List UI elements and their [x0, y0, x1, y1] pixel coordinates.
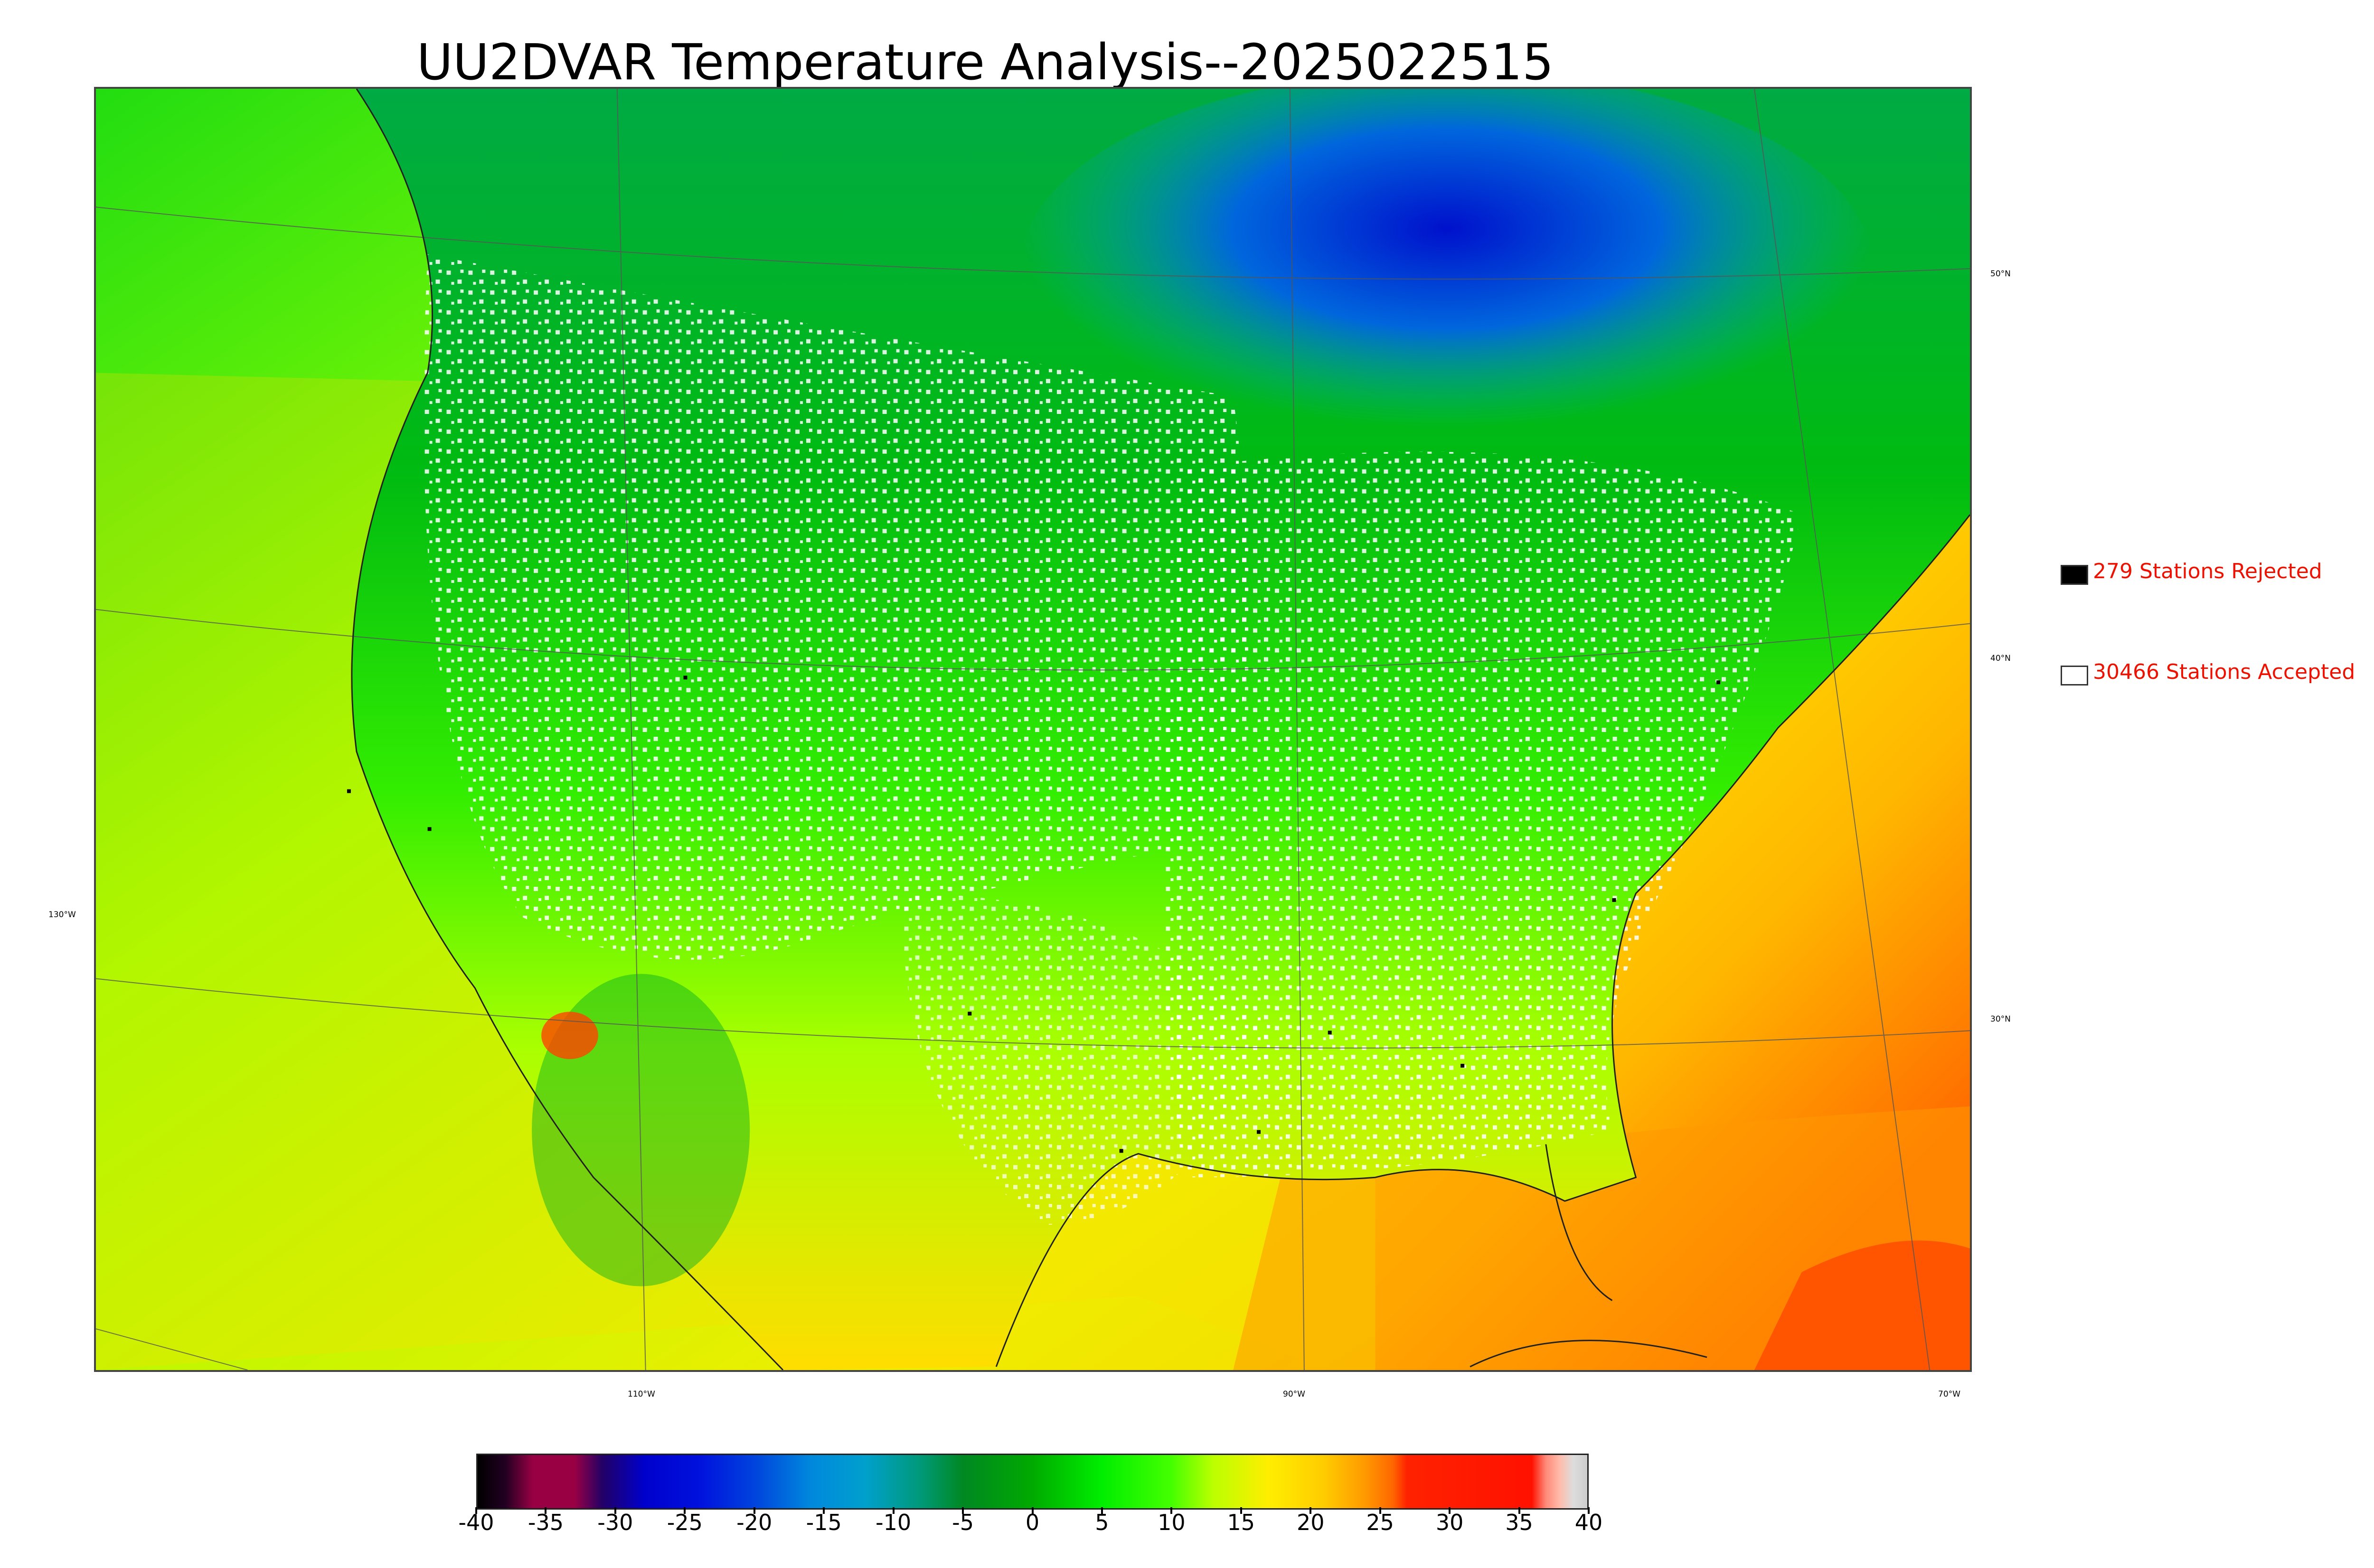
- colorbar-tick-label: 15: [1227, 1510, 1255, 1535]
- accepted-stations: [424, 254, 1249, 960]
- colorbar-tick: [823, 1507, 825, 1514]
- colorbar-tick: [1379, 1507, 1381, 1514]
- cold-air-region: [1020, 89, 1873, 468]
- colorbar-tick: [1240, 1507, 1242, 1514]
- longitude-label-130w: 130°W: [48, 910, 76, 920]
- graticule: [96, 89, 1970, 1370]
- colorbar-tick-label: 10: [1158, 1510, 1186, 1535]
- colorbar-tick: [1588, 1507, 1590, 1514]
- colorbar-tick: [962, 1507, 964, 1514]
- longitude-label-90w: 90°W: [1283, 1390, 1305, 1399]
- rejected-swatch: [2061, 565, 2088, 585]
- colorbar-tick: [475, 1507, 477, 1514]
- latitude-label-40n: 40°N: [1990, 654, 2011, 663]
- gulf-warm-water: [1233, 1106, 1970, 1370]
- colorbar-tick: [684, 1507, 686, 1514]
- colorbar-tick-label: 30: [1435, 1510, 1464, 1535]
- colorbar-tick: [1101, 1507, 1103, 1514]
- hot-spot: [541, 1012, 598, 1059]
- colorbar-tick-label: 20: [1296, 1510, 1325, 1535]
- colorbar-tick-label: -5: [952, 1510, 974, 1535]
- colorbar-tick-label: -40: [458, 1510, 494, 1535]
- colorbar-tick: [1309, 1507, 1312, 1514]
- colorbar-tick-label: 40: [1574, 1510, 1603, 1535]
- colorbar-tick: [1449, 1507, 1451, 1514]
- temperature-colorbar: [476, 1454, 1589, 1510]
- accepted-label: 30466 Stations Accepted: [2093, 660, 2355, 684]
- colorbar-tick-label: 35: [1505, 1510, 1533, 1535]
- colorbar-tick: [1518, 1507, 1520, 1514]
- map-canvas: [96, 89, 1970, 1370]
- longitude-label-70w: 70°W: [1938, 1390, 1960, 1399]
- colorbar-tick-label: 25: [1366, 1510, 1394, 1535]
- colorbar-tick-label: -30: [597, 1510, 633, 1535]
- colorbar-tick-label: 0: [1025, 1510, 1040, 1535]
- coastlines: [351, 89, 1970, 1370]
- colorbar-tick-label: -20: [736, 1510, 772, 1535]
- colorbar-tick: [892, 1507, 895, 1514]
- latitude-label-50n: 50°N: [1990, 269, 2011, 279]
- rejected-stations: [347, 676, 1721, 1153]
- colorbar-tick: [614, 1507, 616, 1514]
- colorbar-tick: [545, 1507, 547, 1514]
- colorbar-tick-label: 5: [1095, 1510, 1109, 1535]
- accepted-swatch: [2061, 666, 2088, 685]
- latitude-label-30n: 30°N: [1990, 1014, 2011, 1024]
- colorbar-tick: [1031, 1507, 1034, 1514]
- colorbar-tick: [1170, 1507, 1173, 1514]
- colorbar-tick-label: -10: [876, 1510, 912, 1535]
- rejected-label: 279 Stations Rejected: [2093, 559, 2322, 583]
- colorbar-tick: [753, 1507, 755, 1514]
- map-title: UU2DVAR Temperature Analysis--2025022515: [416, 33, 1554, 91]
- colorbar-tick-label: -15: [806, 1510, 842, 1535]
- temperature-map: 50°N 40°N 30°N 130°W 110°W 90°W 70°W: [48, 87, 2011, 1399]
- longitude-label-110w: 110°W: [628, 1390, 655, 1399]
- colorbar-tick-label: -25: [667, 1510, 703, 1535]
- colorbar-tick-label: -35: [528, 1510, 564, 1535]
